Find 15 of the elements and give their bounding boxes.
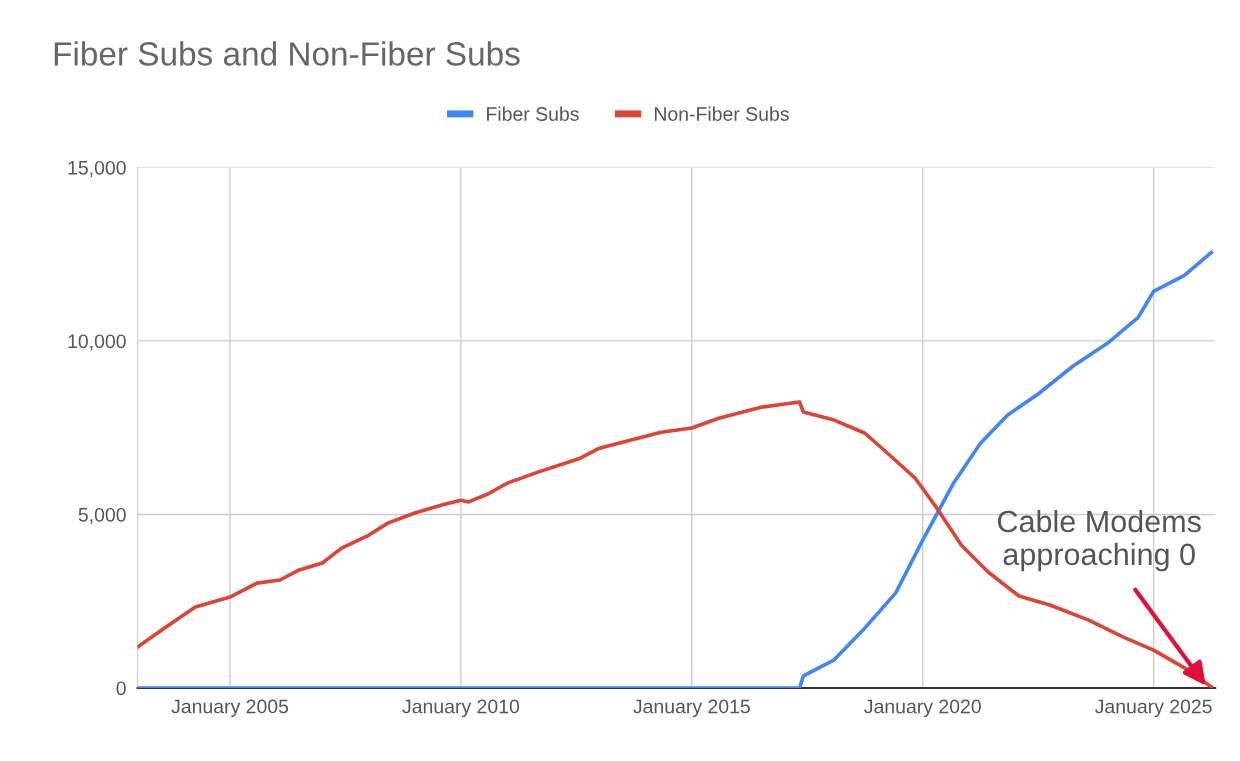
y-tick-label: 15,000 [68, 160, 126, 177]
line-series [137, 250, 1214, 688]
y-tick-label: 5,000 [78, 507, 126, 524]
chart-title: Fiber Subs and Non-Fiber Subs [54, 41, 520, 66]
y-tick-label: 0 [116, 681, 126, 696]
x-tick-label: January 2010 [402, 699, 520, 718]
x-tick-label: January 2020 [864, 699, 981, 718]
x-tick-label: January 2025 [1095, 699, 1212, 718]
legend-label: Non-Fiber Subs [654, 106, 789, 121]
x-tick-label: January 2005 [171, 699, 289, 718]
legend-label: Fiber Subs [487, 106, 579, 121]
y-tick-label: 10,000 [68, 334, 126, 351]
annotation: Cable Modems approaching 0 [997, 509, 1201, 572]
line-series [137, 400, 1214, 688]
x-tick-label: January 2015 [633, 699, 750, 718]
